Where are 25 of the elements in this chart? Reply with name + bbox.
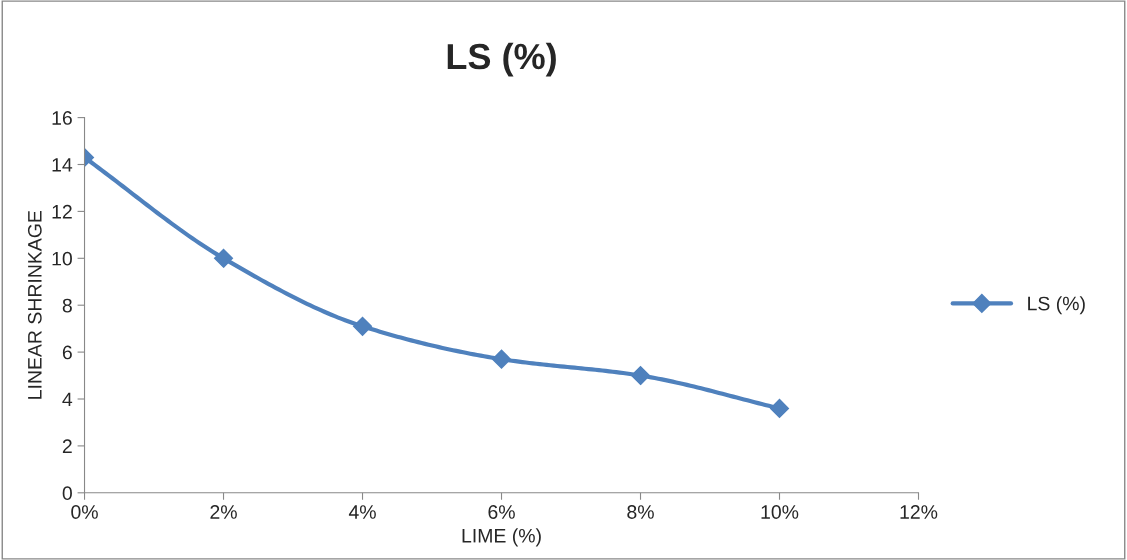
x-tick-label: 2% <box>210 505 237 519</box>
point <box>769 398 790 418</box>
y-tick-label: 16 <box>52 111 72 125</box>
x-axis-title: LIME (%) <box>462 528 541 547</box>
y-tick-label: 12 <box>52 204 72 219</box>
x-tick-label: 8% <box>627 505 654 519</box>
x-tick-label: 12% <box>900 505 938 519</box>
point <box>213 248 234 268</box>
x-tick-label: 6% <box>488 505 515 519</box>
y-axis-title: LINEAR SHRINKAGE <box>27 210 42 399</box>
y-tick-label: 8 <box>62 298 72 313</box>
y-tick-label: 2 <box>62 439 72 453</box>
x-tick-label: 0% <box>71 505 98 519</box>
y-tick-label: 6 <box>62 345 72 360</box>
legend-label: LS (%) <box>1028 296 1085 315</box>
point <box>352 316 373 336</box>
y-tick-label: 14 <box>52 158 73 172</box>
point <box>630 366 651 386</box>
point <box>491 349 512 369</box>
y-tick-label: 4 <box>62 392 73 407</box>
x-tick-label: 10% <box>761 505 799 519</box>
y-tick-label: 10 <box>52 251 72 266</box>
chart-title: LS (%) <box>447 42 556 77</box>
y-tick-label: 0 <box>62 486 72 501</box>
x-tick-label: 4% <box>348 505 376 519</box>
